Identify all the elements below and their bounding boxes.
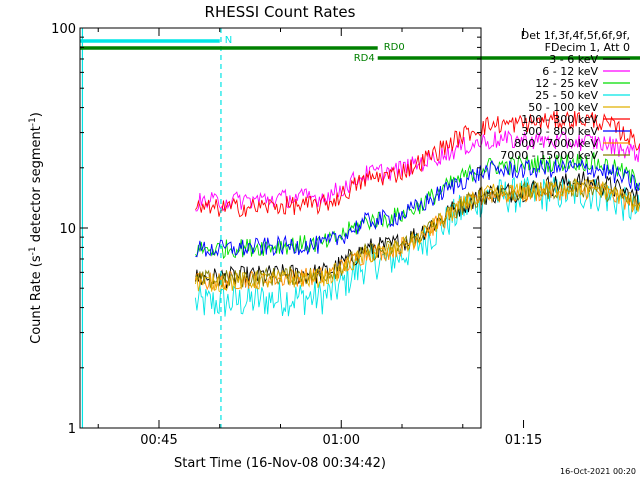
footer-date: 16-Oct-2021 00:20: [560, 467, 636, 476]
y-axis-label: Count Rate (s-1 detector segment-1): [28, 112, 44, 344]
legend-item-label: 800 - 7000 keV: [514, 137, 598, 150]
y-axis-label-sup1: -1: [28, 246, 38, 255]
series-line-100-300-kev: [195, 110, 640, 218]
y-tick-label: 1: [68, 422, 76, 437]
series-line-800-7000-kev: [194, 181, 640, 291]
legend-item-label: 50 - 100 keV: [528, 101, 598, 114]
legend-header-line-1: Det 1f,3f,4f,5f,6f,9f,: [521, 29, 630, 42]
x-tick-label: 01:00: [323, 433, 360, 448]
legend: Det 1f,3f,4f,5f,6f,9f, FDecim 1, Att 0 3…: [500, 29, 630, 162]
y-tick-label: 100: [51, 22, 76, 37]
x-tick-label: 01:15: [505, 433, 542, 448]
legend-header-line-2: FDecim 1, Att 0: [545, 41, 630, 54]
legend-item-label: 6 - 12 keV: [542, 65, 598, 78]
x-tick-label: 00:45: [140, 433, 177, 448]
y-tick-label: 10: [59, 222, 76, 237]
y-axis-label-main: Count Rate (s: [29, 255, 44, 344]
y-axis-label-sup2: -1: [28, 117, 38, 126]
series-group: [194, 110, 640, 317]
series-line-6-12-kev: [195, 130, 640, 212]
bar-label-n: N: [225, 35, 232, 46]
chart-title: RHESSI Count Rates: [205, 3, 356, 21]
legend-item-label: 300 - 800 keV: [521, 125, 598, 138]
legend-item-label: 12 - 25 keV: [535, 77, 598, 90]
attenuator-state-bars: N RD0 RD4: [80, 35, 640, 64]
legend-item-label: 7000 - 15000 keV: [500, 149, 598, 162]
series-line-300-800-kev: [195, 158, 640, 258]
legend-item-label: 100 - 300 keV: [521, 113, 598, 126]
legend-item-label: 3 - 6 keV: [549, 53, 598, 66]
x-axis-label: Start Time (16-Nov-08 00:34:42): [174, 456, 386, 471]
y-axis-label-mid: detector segment: [29, 126, 44, 246]
y-axis-label-end: ): [29, 112, 44, 117]
bar-label-rd0: RD0: [384, 42, 405, 53]
bar-label-rd4: RD4: [354, 53, 375, 64]
legend-item-label: 25 - 50 keV: [535, 89, 598, 102]
series-line-50-100-kev: [194, 178, 640, 293]
